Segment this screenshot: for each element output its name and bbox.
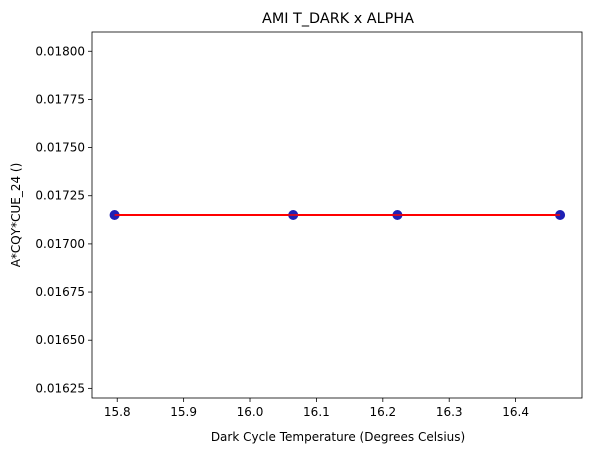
x-tick-label: 16.3 (436, 405, 463, 419)
y-axis-label: A*CQY*CUE_24 () (9, 163, 23, 268)
x-tick-label: 15.8 (104, 405, 131, 419)
y-tick-label: 0.01750 (35, 141, 85, 155)
y-tick-label: 0.01775 (35, 92, 85, 106)
plot-area (91, 31, 583, 399)
x-tick-label: 16.1 (303, 405, 330, 419)
x-axis-label: Dark Cycle Temperature (Degrees Celsius) (211, 430, 465, 444)
x-tick-label: 16.0 (237, 405, 264, 419)
x-axis: 15.8 15.9 16.0 16.1 16.2 16.3 16.4 (104, 398, 529, 419)
chart-title: AMI T_DARK x ALPHA (262, 11, 414, 27)
y-tick-label: 0.01625 (35, 381, 85, 395)
y-tick-label: 0.01650 (35, 333, 85, 347)
x-tick-label: 16.2 (369, 405, 396, 419)
y-tick-label: 0.01800 (35, 44, 85, 58)
x-tick-label: 16.4 (502, 405, 529, 419)
y-axis: 0.01625 0.01650 0.01675 0.01700 0.01725 0.017… (35, 44, 92, 395)
x-tick-label: 15.9 (170, 405, 197, 419)
y-tick-label: 0.01700 (35, 237, 85, 251)
y-tick-label: 0.01725 (35, 189, 85, 203)
plot-frame (91, 31, 583, 399)
y-tick-label: 0.01675 (35, 285, 85, 299)
